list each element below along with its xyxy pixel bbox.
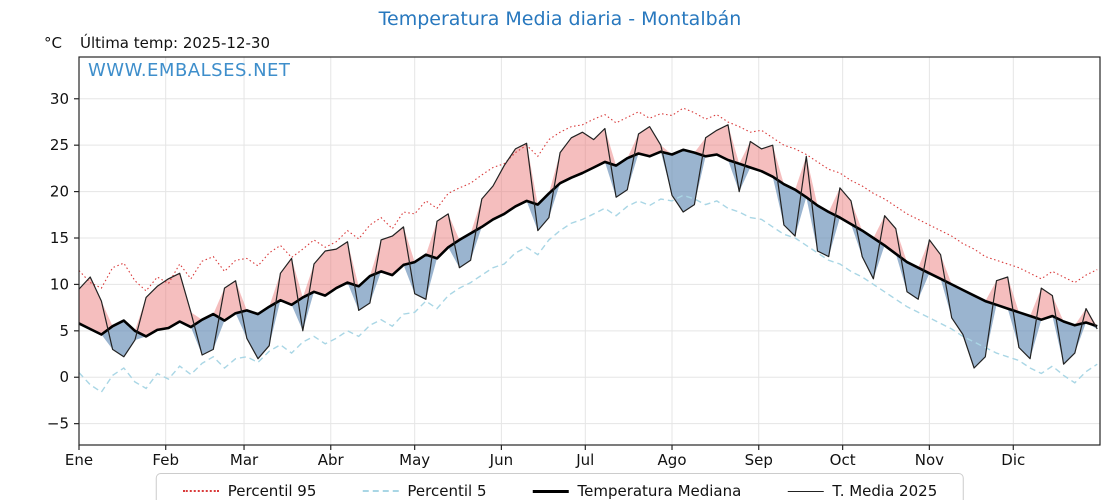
x-tick-label: Abr [318, 451, 345, 469]
fill-below-median [79, 149, 1098, 368]
y-tick-label: 30 [50, 90, 69, 108]
legend-label-percentil-95: Percentil 95 [227, 482, 317, 500]
x-tick-label: Ene [65, 451, 93, 469]
x-tick-label: May [399, 451, 430, 469]
watermark: WWW.EMBALSES.NET [88, 60, 291, 81]
y-tick-label: −5 [47, 415, 69, 433]
y-tick-label: 15 [50, 229, 69, 247]
percentil-95-line-swatch [182, 490, 219, 492]
t-media-2025-line-swatch [787, 490, 824, 492]
x-tick-label: Ago [658, 451, 687, 469]
mediana-line-swatch [532, 489, 569, 493]
percentil-5-line [78, 194, 1098, 394]
chart-title: Temperatura Media diaria - Montalbán [378, 8, 742, 30]
x-tick-label: Jun [489, 451, 513, 469]
chart-canvas: −5 0 5 10 15 20 25 30 Ene Feb Mar Abr May Jun Jul Ago Se… [47, 56, 1101, 469]
y-tick-label: 5 [59, 322, 69, 340]
fill-above-median [79, 124, 1098, 337]
legend-item-mediana: Temperatura Mediana [532, 482, 741, 500]
x-tick-label: Dic [1001, 451, 1025, 469]
last-temp-label: Última temp: 2025-12-30 [80, 34, 271, 52]
temperatura-mediana-line [78, 148, 1098, 338]
x-tick-label: Feb [152, 451, 179, 469]
y-tick-label: 0 [59, 368, 69, 386]
t-media-2025-line [78, 124, 1098, 369]
y-tick-label: 10 [50, 275, 69, 293]
legend-item-t-media-2025: T. Media 2025 [787, 482, 937, 500]
x-tick-label: Sep [745, 451, 773, 469]
y-tick-label: 20 [50, 183, 69, 201]
x-tick-label: Jul [575, 451, 594, 469]
chart-legend: Percentil 95 Percentil 5 Temperatura Med… [155, 473, 965, 500]
x-tick-label: Nov [915, 451, 944, 469]
legend-item-percentil-5: Percentil 5 [362, 482, 486, 500]
plot-border [78, 56, 1101, 446]
legend-label-t-media-2025: T. Media 2025 [832, 482, 938, 500]
legend-item-percentil-95: Percentil 95 [182, 482, 317, 500]
legend-label-percentil-5: Percentil 5 [407, 482, 487, 500]
x-tick-label: Mar [230, 451, 259, 469]
x-tick-label: Oct [830, 451, 856, 469]
percentil-5-line-swatch [362, 490, 399, 492]
y-tick-label: 25 [50, 136, 69, 154]
legend-label-mediana: Temperatura Mediana [577, 482, 742, 500]
y-axis-unit-label: °C [44, 34, 62, 52]
